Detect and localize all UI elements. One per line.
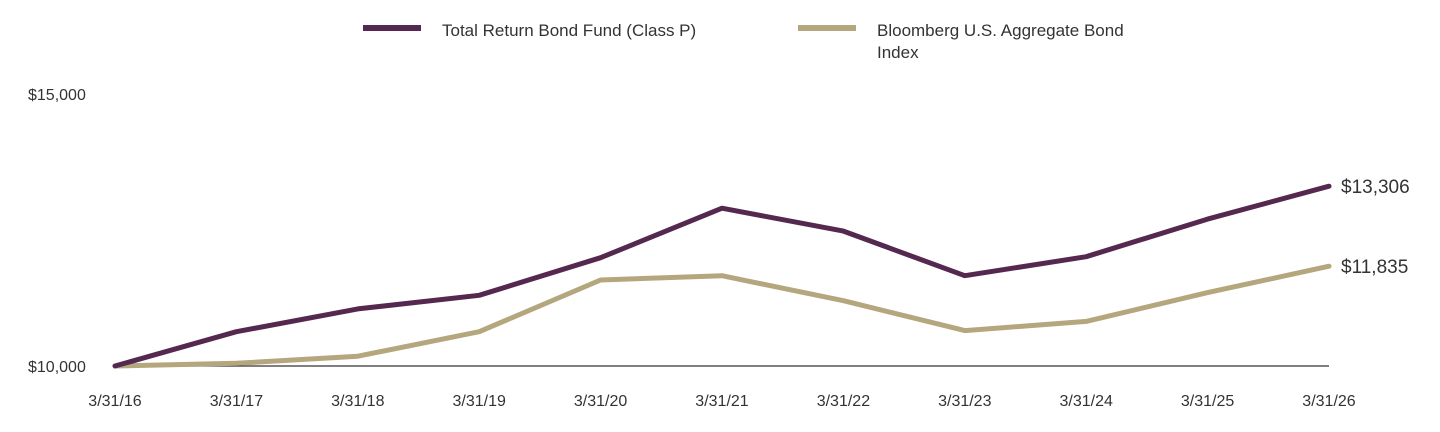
legend-label-index-line-2: Index [877, 43, 919, 62]
x-tick-label: 3/31/22 [817, 393, 870, 410]
end-label-index: $11,835 [1341, 257, 1408, 278]
x-tick-label: 3/31/24 [1060, 393, 1113, 410]
legend: Total Return Bond Fund (Class P) Bloombe… [363, 21, 1128, 62]
x-tick-label: 3/31/23 [938, 393, 991, 410]
end-label-fund: $13,306 [1341, 177, 1410, 198]
legend-label-index-line-1: Bloomberg U.S. Aggregate Bond [877, 21, 1124, 40]
legend-label-fund: Total Return Bond Fund (Class P) [442, 21, 696, 40]
y-tick-label: $15,000 [28, 87, 86, 104]
x-axis-tick-labels: 3/31/16 3/31/17 3/31/18 3/31/19 3/31/20 3/31/… [88, 393, 1355, 410]
legend-label-index: Bloomberg U.S. Aggregate Bond Index [877, 21, 1128, 62]
x-tick-label: 3/31/17 [210, 393, 263, 410]
series-line-fund [112, 183, 1332, 369]
x-tick-label: 3/31/20 [574, 393, 627, 410]
x-tick-label: 3/31/26 [1302, 393, 1355, 410]
y-axis-tick-labels: $10,000 $15,000 [28, 87, 86, 376]
x-tick-label: 3/31/25 [1181, 393, 1234, 410]
x-tick-label: 3/31/16 [88, 393, 141, 410]
series-lines [112, 183, 1332, 369]
x-tick-label: 3/31/19 [453, 393, 506, 410]
x-tick-label: 3/31/18 [331, 393, 384, 410]
end-value-labels: $13,306 $11,835 [1341, 177, 1410, 278]
x-tick-label: 3/31/21 [695, 393, 748, 410]
series-line-index [112, 263, 1332, 369]
y-tick-label: $10,000 [28, 359, 86, 376]
